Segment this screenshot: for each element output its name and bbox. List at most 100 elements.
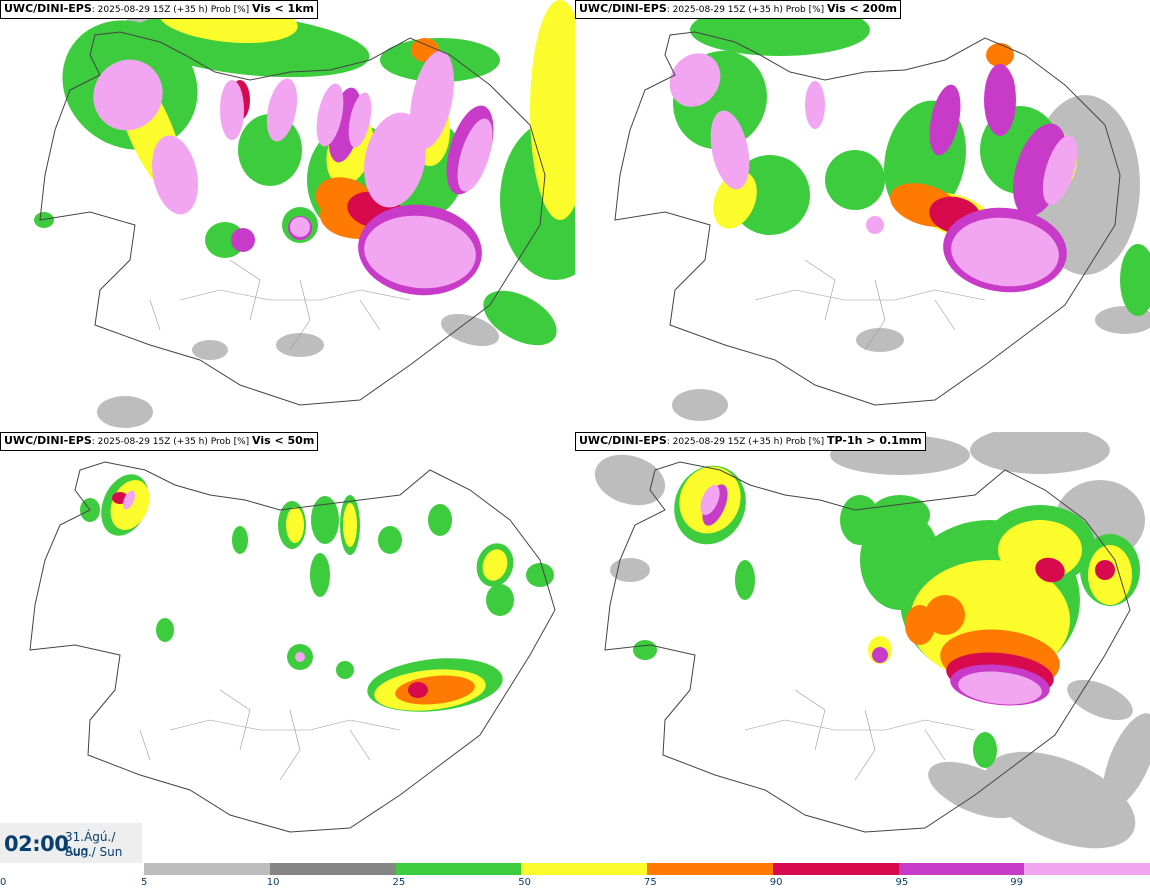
prob-area-gray (856, 328, 904, 352)
internal-boundaries (149, 259, 411, 351)
prob-area-gray (192, 340, 228, 360)
prob-area-gray (1067, 679, 1133, 721)
variable-name: Vis < 1km (252, 2, 314, 15)
internal-boundaries (744, 689, 976, 781)
colorbar-tick-label: 5 (141, 877, 148, 888)
prob-area-green (825, 150, 885, 210)
prob-area-green (633, 640, 657, 660)
prob-area-yellow (713, 171, 757, 229)
prob-area-green (860, 510, 940, 610)
valid-date: 31.Ágú./ Aug (65, 830, 116, 858)
prob-area-pink (457, 118, 493, 192)
prob-area-gray (984, 751, 1136, 849)
prob-area-green (428, 504, 452, 536)
prob-area-gray (594, 454, 666, 506)
prob-area-pink (669, 53, 721, 107)
prob-area-pink (266, 78, 298, 142)
prob-area-green (840, 495, 880, 545)
probability-map (594, 432, 1150, 849)
model-name: UWC/DINI-EPS (4, 434, 92, 447)
prob-area-red (1035, 557, 1065, 583)
prob-area-mag (231, 228, 255, 252)
prob-area-gray (970, 432, 1110, 474)
prob-area-mag (929, 84, 961, 156)
colorbar-segment (144, 863, 270, 875)
prob-area-green (486, 584, 514, 616)
prob-area-green (311, 496, 339, 544)
colorbar-segment (1024, 863, 1150, 875)
prob-area-pink (364, 112, 426, 208)
colorbar-tick-label: 0 (0, 877, 7, 888)
prob-area-yellow (286, 507, 304, 543)
prob-area-pink (316, 83, 344, 147)
run-info: : 2025-08-29 15Z (+35 h) Prob [%] (666, 437, 828, 447)
prob-area-pink (700, 484, 720, 516)
variable-name: Vis < 200m (827, 2, 897, 15)
coastline (604, 461, 1131, 833)
panel-title: UWC/DINI-EPS: 2025-08-29 15Z (+35 h) Pro… (575, 0, 901, 19)
colorbar-tick-label: 75 (644, 877, 657, 888)
coastline (29, 461, 556, 833)
probability-map (614, 4, 1150, 421)
probability-colorbar (144, 863, 1150, 875)
prob-area-green (336, 661, 354, 679)
prob-area-mag (872, 647, 888, 663)
prob-area-green (1120, 244, 1150, 316)
map-panel-vis-1km: UWC/DINI-EPS: 2025-08-29 15Z (+35 h) Pro… (0, 0, 575, 432)
coastline (39, 31, 546, 406)
colorbar-tick-label: 10 (266, 877, 280, 888)
prob-area-pink (348, 92, 372, 148)
internal-boundaries (754, 259, 986, 351)
colorbar-tick-label: 50 (518, 877, 531, 888)
prob-area-green (34, 212, 54, 228)
prob-area-yellow (482, 549, 508, 581)
prob-area-green (526, 563, 554, 587)
colorbar-tick-label: 99 (1010, 877, 1023, 888)
map-panel-tp-1h: UWC/DINI-EPS: 2025-08-29 15Z (+35 h) Pro… (575, 432, 1150, 864)
panel-title: UWC/DINI-EPS: 2025-08-29 15Z (+35 h) Pro… (575, 432, 926, 451)
panel-title: UWC/DINI-EPS: 2025-08-29 15Z (+35 h) Pro… (0, 432, 319, 451)
prob-area-green (870, 495, 930, 535)
prob-area-pink (93, 59, 163, 131)
colorbar-segment (521, 863, 647, 875)
prob-area-yellow (343, 503, 357, 547)
prob-area-mag (984, 64, 1016, 136)
prob-area-green (483, 290, 557, 346)
colorbar-tick-label: 90 (769, 877, 783, 888)
prob-area-green (156, 618, 174, 642)
prob-area-pink (805, 81, 825, 129)
prob-area-green (735, 560, 755, 600)
internal-boundaries (139, 689, 401, 781)
prob-area-gray (672, 389, 728, 421)
run-info: : 2025-08-29 15Z (+35 h) Prob [%] (91, 5, 253, 15)
model-name: UWC/DINI-EPS (579, 2, 667, 15)
prob-area-gray (276, 333, 324, 357)
prob-area-green (232, 526, 248, 554)
model-name: UWC/DINI-EPS (579, 434, 667, 447)
map-panel-vis-50m: UWC/DINI-EPS: 2025-08-29 15Z (+35 h) Pro… (0, 432, 575, 864)
prob-area-pink (290, 217, 310, 237)
prob-area-gray (610, 558, 650, 582)
prob-area-pink (295, 652, 305, 662)
prob-area-gray (1103, 713, 1150, 807)
prob-area-pink (1042, 135, 1078, 205)
probability-map (29, 461, 556, 833)
prob-area-gray (97, 396, 153, 428)
prob-area-red (1095, 560, 1115, 580)
colorbar-segment (772, 863, 899, 875)
prob-area-pink (710, 110, 750, 190)
prob-area-green (310, 553, 330, 597)
prob-area-orange (925, 595, 965, 635)
prob-area-green (973, 732, 997, 768)
run-info: : 2025-08-29 15Z (+35 h) Prob [%] (666, 5, 828, 15)
panel-title: UWC/DINI-EPS: 2025-08-29 15Z (+35 h) Pro… (0, 0, 318, 19)
prob-area-green (378, 526, 402, 554)
valid-hour: 02:00 (4, 832, 69, 856)
prob-area-green (205, 222, 245, 258)
valid-day: Sun./ Sun (65, 845, 123, 859)
prob-area-gray (928, 761, 1022, 819)
coastline (614, 31, 1121, 406)
model-name: UWC/DINI-EPS (4, 2, 92, 15)
run-info: : 2025-08-29 15Z (+35 h) Prob [%] (91, 437, 253, 447)
prob-area-pink (122, 490, 136, 510)
